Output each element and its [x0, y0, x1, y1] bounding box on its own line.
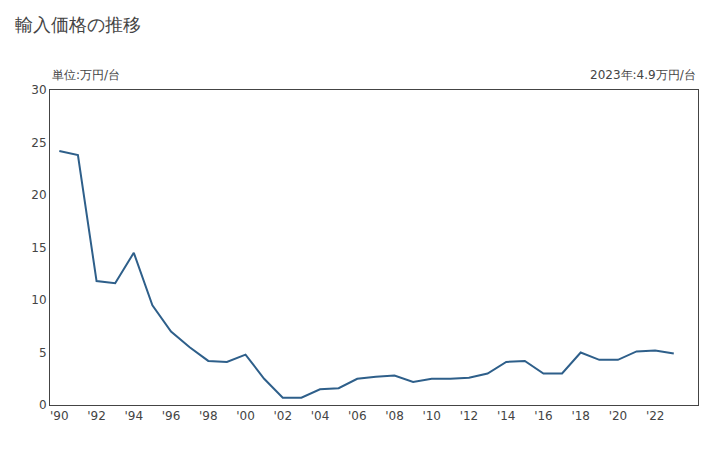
- svg-text:'12: '12: [460, 409, 479, 423]
- svg-text:10: 10: [31, 293, 46, 307]
- svg-text:'14: '14: [497, 409, 516, 423]
- svg-text:2023年:4.9万円/台: 2023年:4.9万円/台: [590, 68, 696, 82]
- svg-text:'10: '10: [422, 409, 441, 423]
- svg-text:'16: '16: [534, 409, 553, 423]
- svg-text:'20: '20: [609, 409, 628, 423]
- svg-text:15: 15: [31, 241, 46, 255]
- svg-text:'22: '22: [646, 409, 665, 423]
- svg-text:20: 20: [31, 188, 46, 202]
- svg-text:'96: '96: [162, 409, 181, 423]
- svg-text:'98: '98: [199, 409, 218, 423]
- svg-text:'90: '90: [50, 409, 69, 423]
- svg-text:'18: '18: [571, 409, 590, 423]
- svg-text:30: 30: [31, 83, 46, 97]
- svg-text:'92: '92: [87, 409, 106, 423]
- svg-text:5: 5: [39, 346, 47, 360]
- svg-text:'02: '02: [273, 409, 292, 423]
- svg-text:'94: '94: [125, 409, 144, 423]
- svg-text:25: 25: [31, 136, 46, 150]
- svg-text:'08: '08: [385, 409, 404, 423]
- svg-text:'00: '00: [236, 409, 255, 423]
- svg-text:'04: '04: [311, 409, 330, 423]
- svg-text:単位:万円/台: 単位:万円/台: [52, 68, 120, 82]
- svg-text:0: 0: [39, 398, 47, 412]
- svg-text:'06: '06: [348, 409, 367, 423]
- svg-text:輸入価格の推移: 輸入価格の推移: [15, 14, 141, 35]
